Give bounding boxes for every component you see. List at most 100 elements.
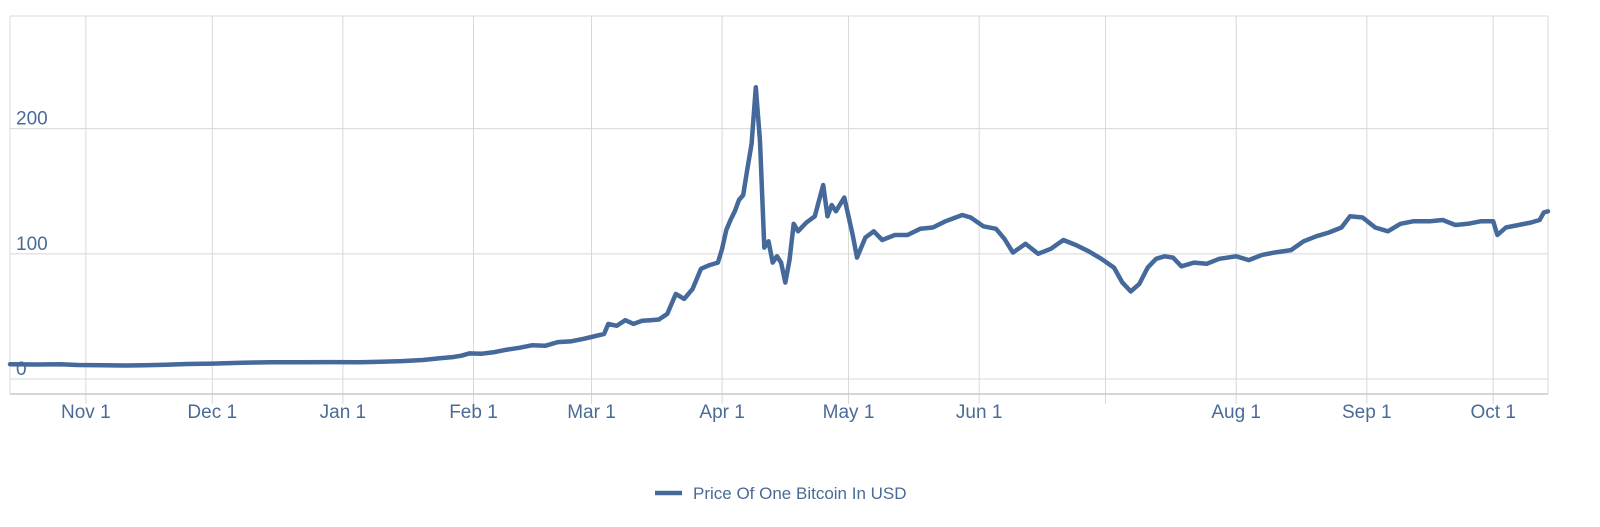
data-point bbox=[544, 345, 546, 347]
data-point bbox=[1547, 210, 1549, 212]
data-point bbox=[481, 353, 483, 355]
data-point bbox=[1290, 249, 1292, 251]
data-point bbox=[1088, 250, 1090, 252]
series bbox=[7, 85, 1551, 368]
legend-label[interactable]: Price Of One Bitcoin In USD bbox=[693, 484, 907, 503]
data-point bbox=[649, 319, 652, 321]
data-point bbox=[1328, 231, 1330, 234]
tick-labels: 0 100 200 Nov 1 Dec 1 Jan 1 Feb 1 Mar 1 Apr 1 May… bbox=[16, 109, 1516, 423]
data-point bbox=[76, 364, 78, 366]
data-point bbox=[1012, 252, 1014, 254]
data-point bbox=[329, 361, 331, 363]
data-point bbox=[852, 234, 854, 236]
data-point bbox=[1024, 243, 1027, 245]
data-point bbox=[894, 234, 896, 236]
x-tick-label: Jan 1 bbox=[320, 402, 366, 423]
data-point bbox=[1164, 255, 1166, 257]
data-point bbox=[1147, 267, 1149, 269]
data-point bbox=[582, 338, 584, 340]
data-point bbox=[1172, 257, 1174, 259]
x-tick-label: Dec 1 bbox=[187, 402, 237, 423]
data-point bbox=[767, 240, 770, 242]
data-point bbox=[1530, 221, 1532, 224]
data-point bbox=[717, 262, 719, 264]
data-point bbox=[784, 282, 786, 284]
data-point bbox=[826, 215, 829, 217]
data-point bbox=[755, 86, 757, 88]
data-point bbox=[1349, 215, 1351, 217]
data-point bbox=[1467, 223, 1469, 225]
x-tick-label: Nov 1 bbox=[61, 402, 111, 423]
data-point bbox=[1113, 267, 1115, 269]
data-point bbox=[683, 298, 685, 300]
data-point bbox=[1155, 258, 1157, 260]
data-point bbox=[1505, 226, 1507, 229]
x-tick-label: Feb 1 bbox=[449, 402, 498, 423]
data-point bbox=[633, 323, 635, 325]
data-point bbox=[729, 219, 732, 221]
y-tick-label: 0 bbox=[16, 359, 27, 380]
data-point bbox=[1387, 230, 1389, 232]
data-point bbox=[1138, 283, 1140, 285]
x-tick-label: Aug 1 bbox=[1211, 402, 1261, 423]
data-point bbox=[1121, 282, 1123, 284]
data-point bbox=[451, 356, 453, 358]
data-point bbox=[102, 364, 104, 366]
data-point bbox=[793, 223, 795, 225]
data-point bbox=[494, 351, 496, 353]
data-point bbox=[1340, 226, 1343, 229]
x-tick-label: Mar 1 bbox=[567, 402, 616, 423]
data-point bbox=[805, 221, 808, 224]
data-point bbox=[797, 230, 799, 232]
data-point bbox=[300, 361, 302, 363]
data-point bbox=[759, 140, 761, 142]
data-point bbox=[1218, 258, 1220, 260]
data-point bbox=[906, 234, 909, 236]
data-point bbox=[843, 196, 845, 199]
data-point bbox=[1303, 240, 1305, 242]
x-tick-label: Jun 1 bbox=[956, 402, 1002, 423]
x-tick-label: Sep 1 bbox=[1342, 402, 1392, 423]
data-point bbox=[1429, 220, 1431, 222]
data-point bbox=[439, 357, 441, 359]
data-point bbox=[1496, 234, 1498, 236]
data-point bbox=[359, 361, 361, 363]
y-tick-label: 100 bbox=[16, 234, 48, 255]
data-point bbox=[1130, 290, 1132, 292]
data-point bbox=[864, 236, 867, 239]
data-point bbox=[721, 248, 723, 250]
x-tick-label: May 1 bbox=[823, 402, 875, 423]
data-point bbox=[1374, 226, 1376, 229]
data-point bbox=[780, 262, 782, 264]
x-tick-label: Oct 1 bbox=[1471, 402, 1516, 423]
data-point bbox=[675, 293, 677, 295]
data-point bbox=[961, 214, 963, 216]
data-point bbox=[380, 361, 382, 363]
data-point bbox=[1412, 220, 1414, 222]
data-point bbox=[1543, 211, 1545, 214]
legend[interactable]: Price Of One Bitcoin In USD bbox=[655, 484, 907, 503]
data-point bbox=[1517, 224, 1520, 226]
data-point bbox=[422, 359, 424, 361]
data-point bbox=[1362, 216, 1364, 219]
data-point bbox=[165, 364, 167, 366]
data-point bbox=[557, 341, 559, 343]
data-point bbox=[1315, 235, 1317, 237]
data-point bbox=[1193, 262, 1195, 264]
data-point bbox=[1454, 224, 1456, 226]
data-point bbox=[763, 247, 765, 249]
data-point bbox=[460, 355, 462, 357]
data-point bbox=[970, 216, 972, 219]
data-point bbox=[742, 194, 744, 196]
data-point bbox=[982, 225, 985, 227]
data-point bbox=[995, 228, 997, 230]
data-point bbox=[666, 313, 668, 315]
data-point bbox=[468, 352, 470, 354]
data-point bbox=[658, 318, 660, 321]
data-point bbox=[1260, 254, 1263, 256]
data-point bbox=[616, 325, 618, 327]
data-point bbox=[944, 220, 947, 222]
data-point bbox=[738, 199, 740, 201]
data-point bbox=[531, 344, 534, 346]
